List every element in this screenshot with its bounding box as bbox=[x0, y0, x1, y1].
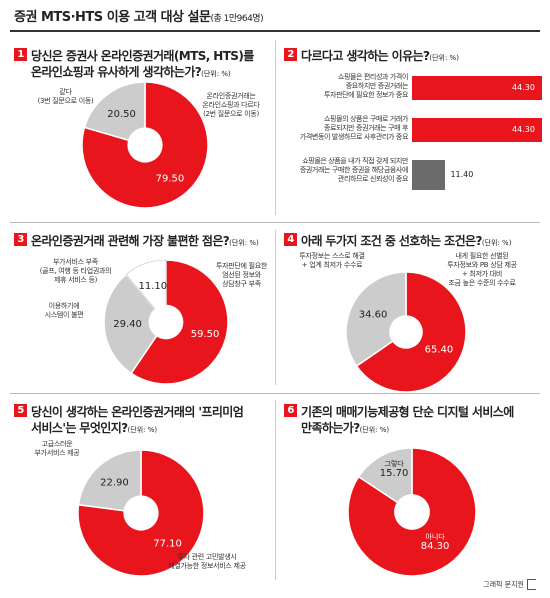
page-subtitle: (총 1만964명) bbox=[210, 14, 264, 24]
q3-label-system: 이용하기에 시스템이 불편 bbox=[44, 302, 84, 319]
q5-donut-hole bbox=[123, 495, 159, 531]
q4-value-label-1: 34.60 bbox=[359, 310, 388, 321]
q3-label-extra: 부가서비스 부족 (골프, 여행 등 타업권과의 제휴 서비스 등) bbox=[39, 258, 112, 284]
q4-donut-hole bbox=[389, 315, 423, 349]
q5-label-extra: 고급스러운 부가서비스 제공 bbox=[34, 440, 80, 457]
page-title: 증권 MTS·HTS 이용 고객 대상 설문(총 1만964명) bbox=[14, 6, 264, 25]
q4-number: 4 bbox=[284, 233, 297, 246]
q1-value-label-0: 79.50 bbox=[156, 173, 185, 184]
q3-value-label-0: 59.50 bbox=[191, 329, 220, 340]
q4-title: 4 아래 두가지 조건 중 선호하는 조건은?(단위: %) bbox=[284, 233, 511, 251]
q3-title-line1: 온라인증권거래 관련해 가장 불편한 점은? bbox=[31, 234, 230, 248]
q4-pie-chart: 65.40 34.60 bbox=[345, 271, 467, 393]
q1-title-line2: 온라인쇼핑과 유사하게 생각하는가? bbox=[31, 65, 202, 79]
col-divider-1 bbox=[275, 40, 276, 215]
q6-title: 6 기존의 매매기능제공형 단순 디지털 서비스에 만족하는가?(단위: %) bbox=[284, 404, 514, 438]
q3-donut-hole bbox=[148, 304, 184, 340]
q2-bar-value-2: 11.40 bbox=[450, 170, 474, 179]
q5-title-line2: 서비스'는 무엇인지? bbox=[31, 421, 128, 435]
q2-title: 2 다르다고 생각하는 이유는?(단위: %) bbox=[284, 48, 459, 66]
q6-value-label-0: 84.30 bbox=[421, 541, 450, 552]
q5-slice-1 bbox=[77, 449, 142, 514]
q6-donut-hole bbox=[394, 494, 430, 530]
q5-label-info: 투자 관련 고민발생시 해결가능한 정보서비스 제공 bbox=[168, 553, 246, 570]
q3-value-label-1: 29.40 bbox=[113, 319, 142, 330]
credit-text: 그래픽 문지원 bbox=[483, 580, 524, 589]
q5-value-label-1: 22.90 bbox=[100, 478, 129, 489]
q3-slice-2 bbox=[125, 259, 167, 323]
title-divider bbox=[10, 30, 540, 32]
q1-donut-hole bbox=[127, 127, 163, 163]
q6-unit: (단위: %) bbox=[359, 426, 390, 434]
q1-slice-1 bbox=[83, 81, 146, 146]
q2-bar-0 bbox=[412, 76, 542, 100]
col-divider-2 bbox=[275, 230, 276, 385]
q5-value-label-0: 77.10 bbox=[153, 538, 182, 549]
q3-value-label-2: 11.10 bbox=[139, 281, 168, 292]
q1-value-label-1: 20.50 bbox=[107, 109, 136, 120]
q2-bar-value-0: 44.30 bbox=[512, 83, 535, 92]
q5-title-line1: 당신이 생각하는 온라인증권거래의 '프리미엄 bbox=[31, 405, 244, 419]
q5-pie-chart: 77.10 22.90 bbox=[77, 449, 205, 577]
q6-slice-1 bbox=[357, 447, 413, 514]
q2-bar-label-2: 쇼핑몰은 상품을 내가 직접 갖게 되지만 증권거래는 구매한 증권을 해당금융… bbox=[299, 157, 409, 183]
credit: 그래픽 문지원 bbox=[483, 579, 536, 590]
q6-number: 6 bbox=[284, 404, 297, 417]
q1-label-different: 온라인증권거래는 온라인쇼핑과 다르다 (2번 질문으로 이동) bbox=[202, 92, 260, 118]
q2-bar-2 bbox=[412, 160, 446, 190]
q2-bar-value-1: 44.30 bbox=[512, 125, 535, 134]
q3-unit: (단위: %) bbox=[229, 239, 259, 247]
q1-number: 1 bbox=[14, 48, 27, 61]
q3-pie-chart: 59.50 29.40 11.10 bbox=[103, 259, 229, 385]
q4-value-label-0: 65.40 bbox=[425, 344, 454, 355]
q1-pie-chart: 79.50 20.50 bbox=[81, 81, 209, 209]
q1-label-same: 같다 (3번 질문으로 이동) bbox=[37, 88, 94, 105]
q2-bar-1 bbox=[412, 118, 542, 142]
q2-unit: (단위: %) bbox=[429, 54, 459, 62]
q6-category-label-1: 그렇다 bbox=[384, 459, 404, 468]
q6-value-label-1: 15.70 bbox=[380, 468, 409, 479]
q4-unit: (단위: %) bbox=[481, 239, 512, 247]
q4-label-premium: 내게 필요한 선별된 투자정보와 PB 상담 제공 + 최저가 대비 조금 높은… bbox=[447, 252, 517, 287]
q3-label-info: 투자판단에 필요한 엄선된 정보와 상담창구 부족 bbox=[215, 262, 268, 288]
q6-title-line2: 만족하는가? bbox=[301, 421, 360, 435]
q4-title-line1: 아래 두가지 조건 중 선호하는 조건은? bbox=[301, 234, 482, 248]
q5-unit: (단위: %) bbox=[127, 426, 158, 434]
q6-category-label-0: 아니다 bbox=[425, 532, 445, 541]
q2-bar-label-0: 쇼핑몰은 편리성과 가격이 중요하지만 증권거래는 투자판단에 필요한 정보가 … bbox=[324, 73, 408, 99]
q1-title-line1: 당신은 증권사 온라인증권거래(MTS, HTS)를 bbox=[31, 49, 254, 63]
page-title-text: 증권 MTS·HTS 이용 고객 대상 설문 bbox=[14, 10, 211, 25]
q4-slice-1 bbox=[345, 271, 407, 368]
q2-number: 2 bbox=[284, 48, 297, 61]
q5-title: 5 당신이 생각하는 온라인증권거래의 '프리미엄 서비스'는 무엇인지?(단위:… bbox=[14, 404, 244, 438]
q1-unit: (단위: %) bbox=[201, 70, 231, 78]
q6-title-line1: 기존의 매매기능제공형 단순 디지털 서비스에 bbox=[301, 405, 514, 419]
q4-label-lowcost: 투자정보는 스스로 해결 + 업계 최저가 수수료 bbox=[299, 252, 365, 269]
row-divider-2 bbox=[10, 393, 540, 394]
q3-title: 3 온라인증권거래 관련해 가장 불편한 점은?(단위: %) bbox=[14, 233, 259, 251]
q5-number: 5 bbox=[14, 404, 27, 417]
q2-title-line1: 다르다고 생각하는 이유는? bbox=[301, 49, 430, 63]
col-divider-3 bbox=[275, 400, 276, 580]
row-divider-1 bbox=[10, 222, 540, 223]
logo-mark-icon bbox=[527, 579, 536, 590]
q1-title: 1 당신은 증권사 온라인증권거래(MTS, HTS)를 온라인쇼핑과 유사하게 … bbox=[14, 48, 254, 82]
q3-number: 3 bbox=[14, 233, 27, 246]
q6-pie-chart: 84.30 15.70 아니다 그렇다 bbox=[347, 447, 477, 577]
q2-bar-label-1: 쇼핑몰의 상품은 구매로 거래가 종료되지만 증권거래는 구매 후 가격변동이 … bbox=[299, 115, 409, 141]
q3-slice-1 bbox=[103, 273, 167, 375]
